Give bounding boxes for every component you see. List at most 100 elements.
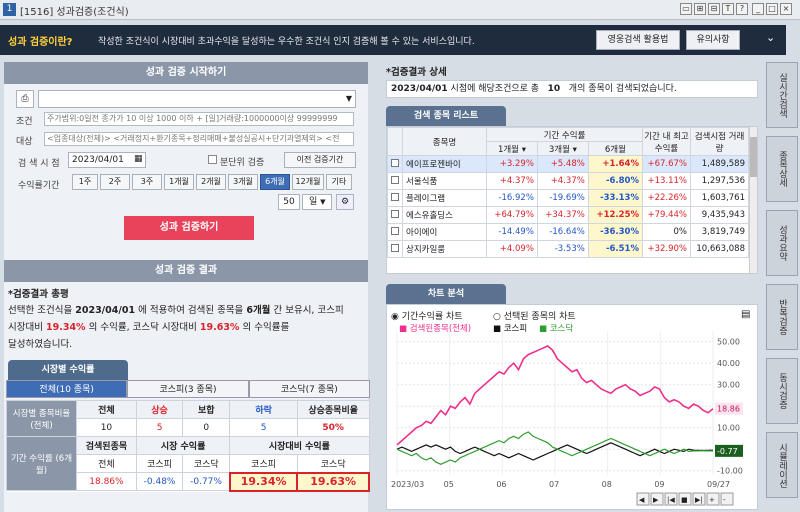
tab-search-list[interactable]: 검색 종목 리스트	[386, 106, 506, 126]
period-button-3[interactable]: 1개월	[164, 174, 194, 190]
stock-name: 아이에이	[402, 223, 487, 241]
side-tab-1[interactable]: 종목상세	[766, 136, 798, 202]
excess-kosdaq: 19.63%	[296, 471, 370, 492]
row-checkbox[interactable]	[387, 172, 403, 190]
side-tab-0[interactable]: 실시간검색	[766, 62, 798, 128]
list-scrollbar[interactable]	[749, 127, 757, 273]
row-checkbox[interactable]	[387, 189, 403, 207]
summary-kospi-excess: 19.34%	[46, 322, 86, 333]
period-button-8[interactable]: 기타	[326, 174, 352, 190]
close-icon[interactable]: ×	[780, 3, 792, 15]
run-verification-button[interactable]: 성과 검증하기	[124, 216, 254, 240]
day-unit-select[interactable]: 일 ▼	[302, 194, 332, 210]
col-1m[interactable]: 1개월 ▾	[486, 141, 538, 156]
intro-banner: 성과 검증이란? 작성한 조건식이 시장대비 초과수익을 달성하는 우수한 조건…	[0, 25, 786, 55]
hero-search-guide-button[interactable]: 영웅검색 활용법	[596, 30, 680, 50]
subtab-kosdaq[interactable]: 코스닥(7 종목)	[248, 380, 370, 398]
previous-period-button[interactable]: 이전 검증기간	[284, 152, 356, 168]
condition-label: 조건	[16, 117, 33, 127]
tab-chart-analysis[interactable]: 차트 분석	[386, 284, 506, 304]
excess-kospi: 19.34%	[228, 471, 299, 492]
ret-6m: -6.51%	[587, 240, 644, 258]
condition-select[interactable]: ▼	[38, 90, 356, 108]
ret-3m: -3.53%	[536, 240, 589, 258]
row-checkbox[interactable]	[387, 155, 403, 173]
summary-kosdaq-excess: 19.63%	[199, 322, 240, 333]
notice-button[interactable]: 유의사항	[686, 30, 740, 50]
summary-part: 간 보유시, 코스피	[273, 305, 344, 316]
table-row[interactable]: 에스유홀딩스 +64.79% +34.37% +12.25% +79.44% 9,435,…	[387, 206, 749, 224]
subtab-kospi[interactable]: 코스피(3 종목)	[127, 380, 249, 398]
condition-load-icon[interactable]: ⎙	[16, 90, 34, 108]
col-max-return: 기간 내 최고수익률	[642, 127, 691, 156]
summary-part: 시장대비	[8, 322, 43, 333]
last-value-box	[715, 444, 743, 457]
row-checkbox[interactable]	[387, 223, 403, 241]
x-tick-label: 07	[549, 480, 559, 489]
ret-1m: +64.79%	[486, 206, 538, 224]
minimize-icon[interactable]: _	[752, 3, 764, 15]
ret-1m: -14.49%	[486, 223, 538, 241]
text-icon[interactable]: T	[722, 3, 734, 15]
chart-settings-icon[interactable]: ▤	[741, 309, 751, 320]
ratio-row-label: 시장별 종목비율 (전체)	[6, 400, 77, 437]
side-tab-3[interactable]: 반복검증	[766, 284, 798, 350]
ret-max: +22.26%	[642, 189, 691, 207]
ret-6m: -6.80%	[587, 172, 644, 190]
subtab-all[interactable]: 전체(10 종목)	[6, 380, 128, 398]
radio-period-chart[interactable]: ◉ 기간수익률 차트	[391, 312, 463, 322]
radio-stock-chart[interactable]: ○ 선택된 종목의 차트	[493, 312, 576, 322]
market-table: 시장별 종목비율 (전체) 전체 상승 보합 하락 상승종목비율 10 5 0 …	[6, 400, 370, 492]
x-tick-label: 05	[444, 480, 454, 489]
scrollbar-thumb[interactable]	[750, 137, 757, 177]
row-checkbox[interactable]	[387, 206, 403, 224]
period-button-5[interactable]: 3개월	[228, 174, 258, 190]
table-row[interactable]: 플레이그램 -16.92% -19.69% -33.13% +22.26% 1,603,7…	[387, 189, 749, 207]
ret-1m: +4.37%	[486, 172, 538, 190]
side-tab-5[interactable]: 시뮬레이션	[766, 432, 798, 498]
pin-icon[interactable]: ⊞	[694, 3, 706, 15]
side-tab-2[interactable]: 성과요약	[766, 210, 798, 276]
gear-icon[interactable]: ⚙	[336, 194, 354, 210]
unlink-icon[interactable]: ⊟	[708, 3, 720, 15]
maximize-icon[interactable]: □	[766, 3, 778, 15]
chart-nav-button	[636, 492, 650, 506]
table-row[interactable]: 상지카일룸 +4.09% -3.53% -6.51% +32.90% 10,663,088	[387, 240, 749, 258]
ret-3m: -19.69%	[536, 189, 589, 207]
detail-count: 10	[547, 84, 561, 94]
search-list: 종목명 기간 수익률 기간 내 최고수익률 검색시점 거래량 1개월 ▾ 3개월…	[386, 126, 758, 274]
val-up: 5	[135, 418, 184, 437]
table-row[interactable]: 에이프로젠바이 +3.29% +5.48% +1.64% +67.67% 1,489,58…	[387, 155, 749, 173]
chart-nav-glyph: ▶	[653, 496, 659, 504]
row-checkbox[interactable]	[387, 240, 403, 258]
period-button-4[interactable]: 2개월	[196, 174, 226, 190]
x-tick-label: 06	[496, 480, 506, 489]
legend-entry: ■ 검색된종목(전체)	[399, 323, 471, 334]
period-button-6[interactable]: 6개월	[260, 174, 290, 190]
tab-market-returns[interactable]: 시장별 수익률	[8, 360, 128, 380]
days-input[interactable]: 50	[278, 194, 300, 210]
ret-3m: +4.37%	[536, 172, 589, 190]
table-row[interactable]: 서울식품 +4.37% +4.37% -6.80% +13.11% 1,297,536	[387, 172, 749, 190]
chart-nav-button	[706, 492, 720, 506]
chevron-down-icon[interactable]: ⌄	[766, 31, 776, 44]
day-unit-label: 일	[309, 197, 318, 207]
calendar-icon[interactable]: ▦	[134, 154, 143, 164]
period-button-7[interactable]: 12개월	[292, 174, 324, 190]
col-3m[interactable]: 3개월 ▾	[536, 141, 589, 156]
ret-3m: +5.48%	[536, 155, 589, 173]
help-icon[interactable]: ?	[736, 3, 748, 15]
side-tab-4[interactable]: 동시검증	[766, 358, 798, 424]
period-button-1[interactable]: 2주	[100, 174, 130, 190]
intraday-checkbox[interactable]	[208, 155, 217, 164]
y-tick-label: 50.00	[717, 338, 740, 347]
stock-name: 에스유홀딩스	[402, 206, 487, 224]
restore-icon[interactable]: ▭	[680, 3, 692, 15]
period-button-0[interactable]: 1주	[72, 174, 98, 190]
table-row[interactable]: 아이에이 -14.49% -16.64% -36.30% 0% 3,819,749	[387, 223, 749, 241]
series-line-0	[396, 345, 714, 446]
period-button-2[interactable]: 3주	[132, 174, 162, 190]
date-input[interactable]: 2023/04/01	[68, 152, 146, 168]
val-total: 10	[76, 418, 137, 437]
